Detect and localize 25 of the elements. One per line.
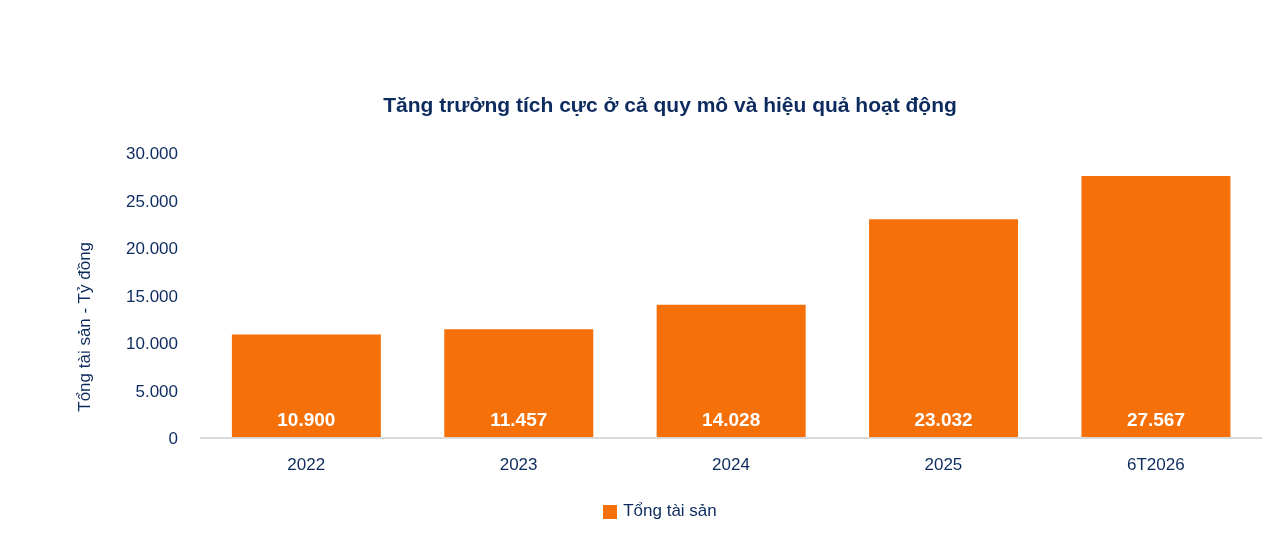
chart-title: Tăng trưởng tích cực ở cả quy mô và hiệu quả hoạt động bbox=[382, 92, 958, 118]
y-tick-label: 15.000 bbox=[126, 286, 178, 306]
y-tick-label: 30.000 bbox=[126, 144, 178, 164]
y-tick-label: 25.000 bbox=[126, 191, 178, 211]
data-label: 23.032 bbox=[914, 409, 973, 430]
y-tick-label: 0 bbox=[168, 429, 178, 449]
x-tick-label: 2023 bbox=[499, 455, 538, 475]
bar bbox=[1081, 176, 1231, 438]
data-label: 27.567 bbox=[1126, 409, 1186, 430]
legend-label: Tổng tài sản bbox=[623, 501, 717, 520]
y-tick-label: 5.000 bbox=[135, 381, 178, 401]
bar bbox=[656, 304, 806, 438]
y-axis-title: Tổng tài sản - Tỷ đồng bbox=[75, 241, 95, 412]
x-tick-label: 2024 bbox=[712, 455, 750, 475]
bar bbox=[444, 329, 594, 438]
y-tick-label: 20.000 bbox=[126, 239, 178, 259]
bar bbox=[869, 219, 1019, 438]
data-label: 14.028 bbox=[702, 409, 761, 430]
data-label: 10.900 bbox=[277, 409, 336, 430]
data-label: 11.457 bbox=[490, 409, 548, 430]
bar bbox=[231, 334, 381, 438]
x-tick-label: 2025 bbox=[924, 455, 963, 475]
x-tick-label: 6T2026 bbox=[1126, 455, 1185, 475]
y-tick-label: 10.000 bbox=[126, 334, 178, 354]
x-tick-label: 2022 bbox=[287, 455, 326, 475]
